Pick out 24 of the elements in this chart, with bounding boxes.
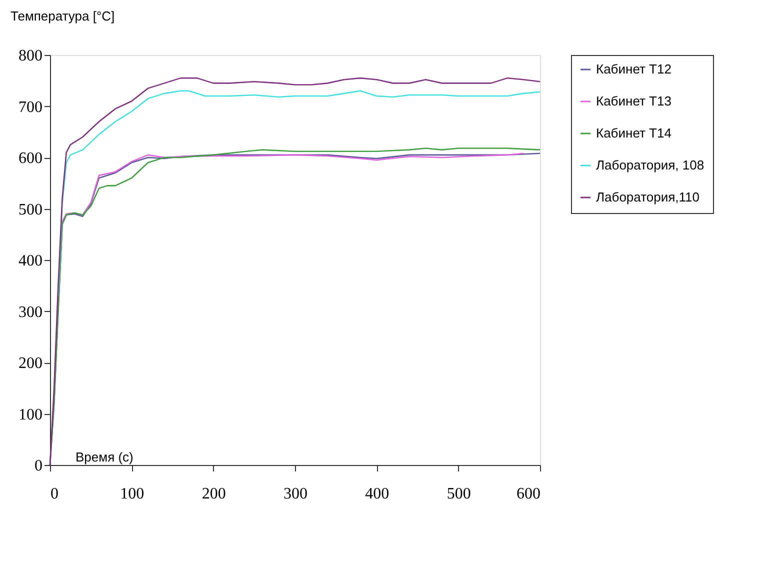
line-series bbox=[58, 90, 541, 297]
legend-label: Лаборатория, 108 bbox=[596, 158, 704, 172]
legend-label: Кабинет Т13 bbox=[596, 94, 672, 108]
y-tick-label: 600 bbox=[18, 150, 42, 167]
y-tick-label: 0 bbox=[34, 458, 42, 474]
legend-label: Лаборатория,110 bbox=[596, 190, 700, 204]
x-tick-label: 400 bbox=[365, 486, 390, 502]
legend-label: Кабинет Т14 bbox=[596, 126, 672, 140]
x-tick-label: 200 bbox=[202, 486, 226, 502]
y-tick-label: 400 bbox=[18, 252, 42, 270]
y-tick-label: 300 bbox=[18, 304, 42, 321]
y-tick-label: 200 bbox=[18, 355, 42, 372]
x-tick-label: 100 bbox=[120, 486, 144, 502]
y-tick-label: 500 bbox=[18, 201, 42, 218]
y-tick-label: 800 bbox=[18, 48, 42, 64]
x-tick-label: 500 bbox=[446, 486, 471, 502]
x-axis-title: Время (с) bbox=[76, 450, 134, 464]
y-tick-label: 100 bbox=[18, 406, 42, 424]
x-tick-label: 300 bbox=[284, 486, 308, 502]
y-axis-title: Температура [°C] bbox=[10, 8, 115, 24]
x-tick-label: 0 bbox=[50, 486, 58, 502]
x-tick-label: 600 bbox=[516, 486, 540, 502]
y-tick-label: 700 bbox=[18, 98, 42, 116]
legend-label: Кабинет Т12 bbox=[596, 62, 672, 76]
